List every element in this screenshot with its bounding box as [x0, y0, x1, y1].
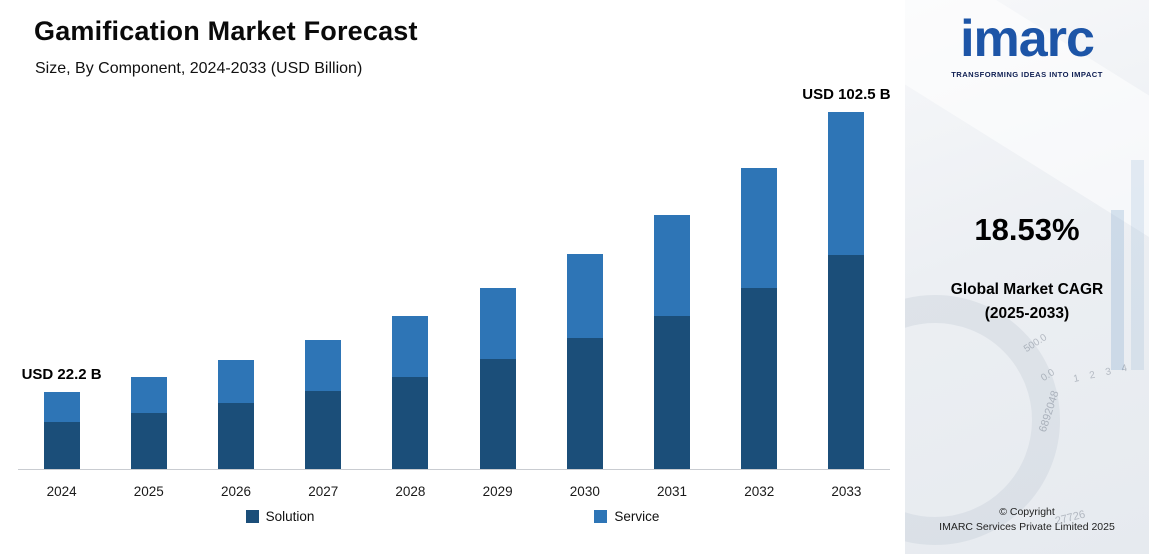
- bar-2032: 2032: [716, 110, 803, 499]
- segment-service: [479, 287, 516, 360]
- segment-solution: [392, 376, 429, 469]
- legend: Solution Service: [0, 509, 905, 524]
- bar-2028: 2028: [367, 110, 454, 499]
- stacked-bar: [479, 287, 516, 469]
- cagr-value: 18.53%: [974, 212, 1080, 247]
- x-axis-label: 2027: [308, 484, 339, 499]
- segment-service: [828, 112, 865, 255]
- segment-solution: [828, 254, 865, 469]
- bar-2033: USD 102.5 B 2033: [802, 86, 890, 499]
- cagr-label: Global Market CAGR: [950, 281, 1104, 298]
- x-axis-label: 2026: [220, 484, 252, 499]
- segment-solution: [305, 390, 342, 469]
- segment-service: [654, 214, 691, 316]
- x-axis-label: 2028: [395, 484, 426, 499]
- bar-2030: 2030: [541, 110, 628, 499]
- segment-solution: [741, 287, 778, 469]
- chart-title: Gamification Market Forecast: [34, 16, 418, 46]
- segment-service: [741, 167, 778, 288]
- legend-label-service: Service: [614, 509, 660, 524]
- plot: USD 22.2 B 2024 2025 2026 2027 2028 2029 2030 20…: [18, 86, 891, 499]
- stacked-bar: [654, 214, 691, 469]
- decorative-bar: [1111, 210, 1124, 370]
- bar-value-label: USD 22.2 B: [21, 365, 102, 383]
- stacked-bar: [130, 377, 167, 469]
- segment-service: [130, 377, 167, 414]
- stacked-bar: [43, 391, 80, 469]
- legend-label-solution: Solution: [265, 509, 315, 524]
- bar-2024: USD 22.2 B 2024: [18, 110, 105, 499]
- x-axis-label: 2030: [569, 484, 600, 499]
- brand-sidebar: 6892048 500.0 0.0 1 2 3 4 27726 imarc TR…: [905, 0, 1149, 554]
- copyright-line1: © Copyright: [999, 505, 1055, 518]
- bar-2025: 2025: [105, 110, 192, 499]
- segment-solution: [654, 315, 691, 469]
- segment-service: [392, 316, 429, 377]
- copyright: © Copyright IMARC Services Private Limit…: [905, 505, 1149, 537]
- x-axis-label: 2025: [133, 484, 164, 499]
- x-axis-label: 2031: [657, 484, 688, 499]
- x-axis-label: 2032: [744, 484, 775, 499]
- x-axis-label: 2024: [46, 484, 77, 499]
- chart-area: Gamification Market Forecast Size, By Co…: [0, 16, 905, 524]
- bar-2029: 2029: [454, 110, 541, 499]
- x-axis-label: 2029: [482, 484, 513, 499]
- stacked-bar: [392, 316, 429, 469]
- segment-solution: [218, 402, 254, 469]
- segment-solution: [43, 421, 80, 469]
- bar-value-label: USD 102.5 B: [802, 86, 891, 103]
- imarc-tagline: TRANSFORMING IDEAS INTO IMPACT: [951, 69, 1103, 79]
- service-swatch-icon: [594, 510, 608, 523]
- segment-solution: [479, 359, 516, 469]
- chart-subtitle: Size, By Component, 2024-2033 (USD Billi…: [35, 60, 363, 77]
- stacked-bar: [741, 167, 778, 469]
- stacked-bar: [305, 340, 342, 469]
- stacked-bar: [218, 360, 254, 469]
- legend-item-solution: Solution: [245, 509, 315, 524]
- imarc-logo-text: imarc: [960, 10, 1095, 68]
- segment-solution: [566, 338, 603, 469]
- imarc-logo: imarc TRANSFORMING IDEAS INTO IMPACT: [905, 12, 1149, 79]
- segment-service: [305, 340, 342, 391]
- segment-service: [218, 360, 254, 403]
- stacked-bar: [566, 254, 603, 469]
- legend-item-service: Service: [594, 509, 659, 524]
- stacked-bar: [828, 112, 865, 469]
- solution-swatch-icon: [245, 510, 259, 523]
- segment-service: [43, 391, 80, 422]
- segment-solution: [130, 413, 167, 469]
- decorative-bar: [1131, 160, 1144, 370]
- bar-2031: 2031: [628, 110, 715, 499]
- copyright-line2: IMARC Services Private Limited 2025: [939, 521, 1115, 534]
- watermark-number: 1 2 3 4: [1072, 362, 1133, 385]
- bar-2027: 2027: [280, 110, 367, 499]
- segment-service: [566, 254, 603, 339]
- bar-2026: 2026: [192, 110, 279, 499]
- x-axis-label: 2033: [831, 484, 862, 499]
- cagr-period: (2025-2033): [984, 305, 1070, 322]
